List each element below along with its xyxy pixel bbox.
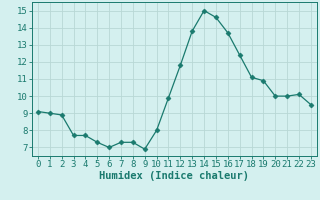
X-axis label: Humidex (Indice chaleur): Humidex (Indice chaleur) bbox=[100, 171, 249, 181]
